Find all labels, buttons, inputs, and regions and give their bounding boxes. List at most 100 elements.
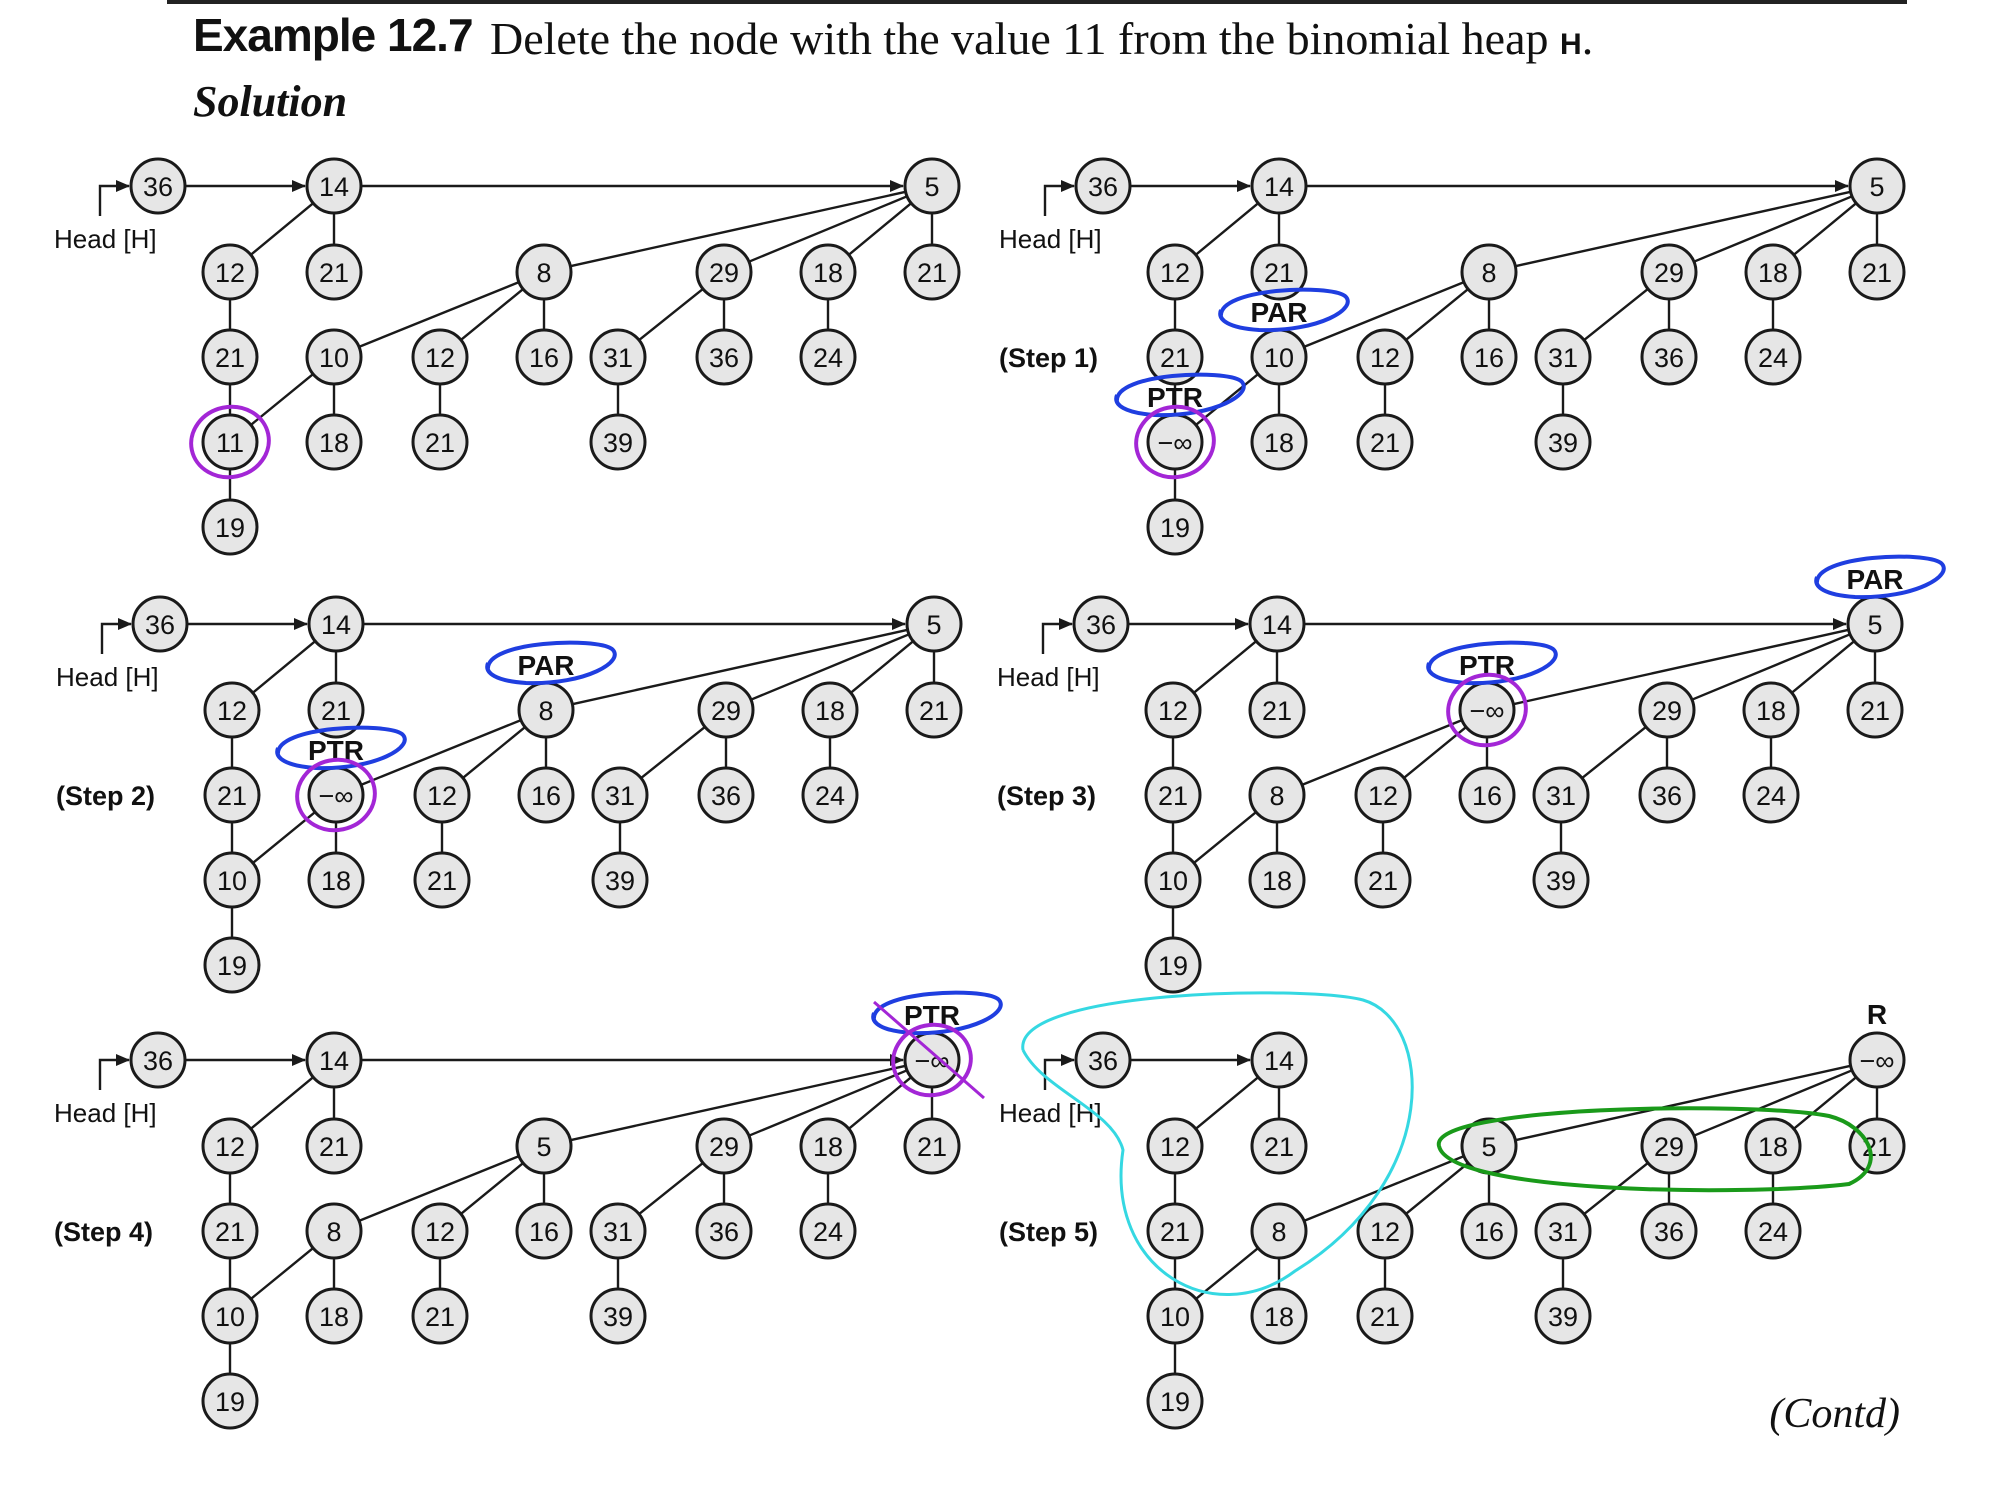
- heap-node: 21: [1144, 766, 1202, 824]
- svg-text:14: 14: [1264, 172, 1294, 202]
- heap-node: 18: [801, 681, 859, 739]
- svg-text:21: 21: [1262, 696, 1292, 726]
- head-pointer-arrow: [100, 618, 132, 654]
- tree-edge: [848, 1076, 912, 1130]
- tree-edge: [460, 288, 524, 341]
- heap-node: 18: [1248, 851, 1306, 909]
- svg-text:16: 16: [529, 1217, 559, 1247]
- heap-node: 18: [305, 1287, 363, 1345]
- tree-edge: [1691, 633, 1851, 701]
- example-statement: Delete the node with the value 11 from t…: [490, 12, 1593, 65]
- svg-text:8: 8: [1271, 1217, 1286, 1247]
- purple-circle-mark: [891, 1022, 973, 1098]
- heap-node: 10: [1146, 1287, 1204, 1345]
- tree-edge: [848, 202, 912, 256]
- head-label: Head [H]: [56, 662, 159, 692]
- svg-text:14: 14: [319, 172, 349, 202]
- heap-node: −∞: [1146, 413, 1204, 471]
- heap-node: 12: [1356, 328, 1414, 386]
- heap-node: −∞: [1848, 1031, 1906, 1089]
- svg-text:31: 31: [605, 781, 635, 811]
- tree-edge: [252, 811, 316, 864]
- svg-text:−∞: −∞: [914, 1046, 949, 1076]
- tree-edge: [1693, 1069, 1853, 1137]
- tree-edge: [748, 1069, 908, 1137]
- tree-edge: [1195, 202, 1259, 256]
- heap-node: 39: [1534, 1287, 1592, 1345]
- tree-edge: [1693, 195, 1853, 263]
- svg-text:18: 18: [813, 258, 843, 288]
- svg-text:18: 18: [815, 696, 845, 726]
- svg-text:29: 29: [1654, 1132, 1684, 1162]
- heap-node: 36: [129, 1031, 187, 1089]
- svg-text:21: 21: [1160, 1217, 1190, 1247]
- svg-text:12: 12: [215, 258, 245, 288]
- svg-text:10: 10: [1158, 866, 1188, 896]
- svg-text:19: 19: [1158, 951, 1188, 981]
- example-title: Example 12.7: [193, 9, 474, 61]
- heap-node: 12: [1146, 243, 1204, 301]
- svg-text:12: 12: [1160, 258, 1190, 288]
- step-label: (Step 2): [56, 781, 155, 811]
- heap-node: 10: [1144, 851, 1202, 909]
- svg-text:10: 10: [215, 1302, 245, 1332]
- svg-text:8: 8: [536, 258, 551, 288]
- heap-node: 14: [1248, 595, 1306, 653]
- top-rule: [167, 0, 1907, 4]
- heap-node: 8: [305, 1202, 363, 1260]
- svg-text:21: 21: [919, 696, 949, 726]
- heap-node: 18: [799, 1117, 857, 1175]
- svg-text:21: 21: [425, 1302, 455, 1332]
- tree-edge: [570, 190, 906, 268]
- svg-text:21: 21: [1158, 781, 1188, 811]
- heap-node: 21: [201, 1202, 259, 1260]
- heap-node: 21: [903, 1117, 961, 1175]
- svg-text:29: 29: [1654, 258, 1684, 288]
- svg-text:19: 19: [215, 1387, 245, 1417]
- svg-text:12: 12: [1158, 696, 1188, 726]
- heap-node: 24: [799, 1202, 857, 1260]
- heap-node: 16: [515, 1202, 573, 1260]
- svg-text:12: 12: [215, 1132, 245, 1162]
- heap-node: 8: [1460, 243, 1518, 301]
- heap-node: 16: [1460, 328, 1518, 386]
- svg-text:16: 16: [531, 781, 561, 811]
- svg-text:10: 10: [217, 866, 247, 896]
- heap-node: 10: [203, 851, 261, 909]
- heap-node: 18: [1250, 1287, 1308, 1345]
- heap-node: 24: [1744, 1202, 1802, 1260]
- tree-edge: [1583, 287, 1649, 342]
- heap-node: 12: [1146, 1117, 1204, 1175]
- heap-node: 36: [1640, 328, 1698, 386]
- solution-heading: Solution: [193, 77, 348, 126]
- svg-text:29: 29: [709, 258, 739, 288]
- heap-node: 39: [589, 413, 647, 471]
- heap-node: 31: [589, 1202, 647, 1260]
- svg-text:12: 12: [1370, 1217, 1400, 1247]
- heap-node: 29: [697, 681, 755, 739]
- green-loop-mark: [1436, 1106, 1873, 1193]
- tree-edge: [748, 195, 908, 263]
- svg-text:24: 24: [815, 781, 845, 811]
- tree-edge: [640, 725, 706, 780]
- heap-node: 21: [1146, 328, 1204, 386]
- svg-text:5: 5: [924, 172, 939, 202]
- svg-text:12: 12: [427, 781, 457, 811]
- heap-node: 31: [1534, 1202, 1592, 1260]
- heap-node: 39: [1532, 851, 1590, 909]
- heap-node: 21: [903, 243, 961, 301]
- heap-node: 19: [1144, 936, 1202, 994]
- heap-node: 21: [411, 1287, 469, 1345]
- svg-text:39: 39: [1546, 866, 1576, 896]
- hand-loop: [485, 640, 617, 686]
- tree-edge: [850, 640, 914, 694]
- svg-text:14: 14: [319, 1046, 349, 1076]
- tree-edge: [1303, 281, 1465, 348]
- svg-text:16: 16: [1474, 343, 1504, 373]
- heap-node: 19: [1146, 1372, 1204, 1430]
- svg-text:14: 14: [1262, 610, 1292, 640]
- svg-text:−∞: −∞: [1157, 428, 1192, 458]
- svg-text:21: 21: [319, 1132, 349, 1162]
- heap-node: 36: [695, 1202, 753, 1260]
- svg-text:21: 21: [321, 696, 351, 726]
